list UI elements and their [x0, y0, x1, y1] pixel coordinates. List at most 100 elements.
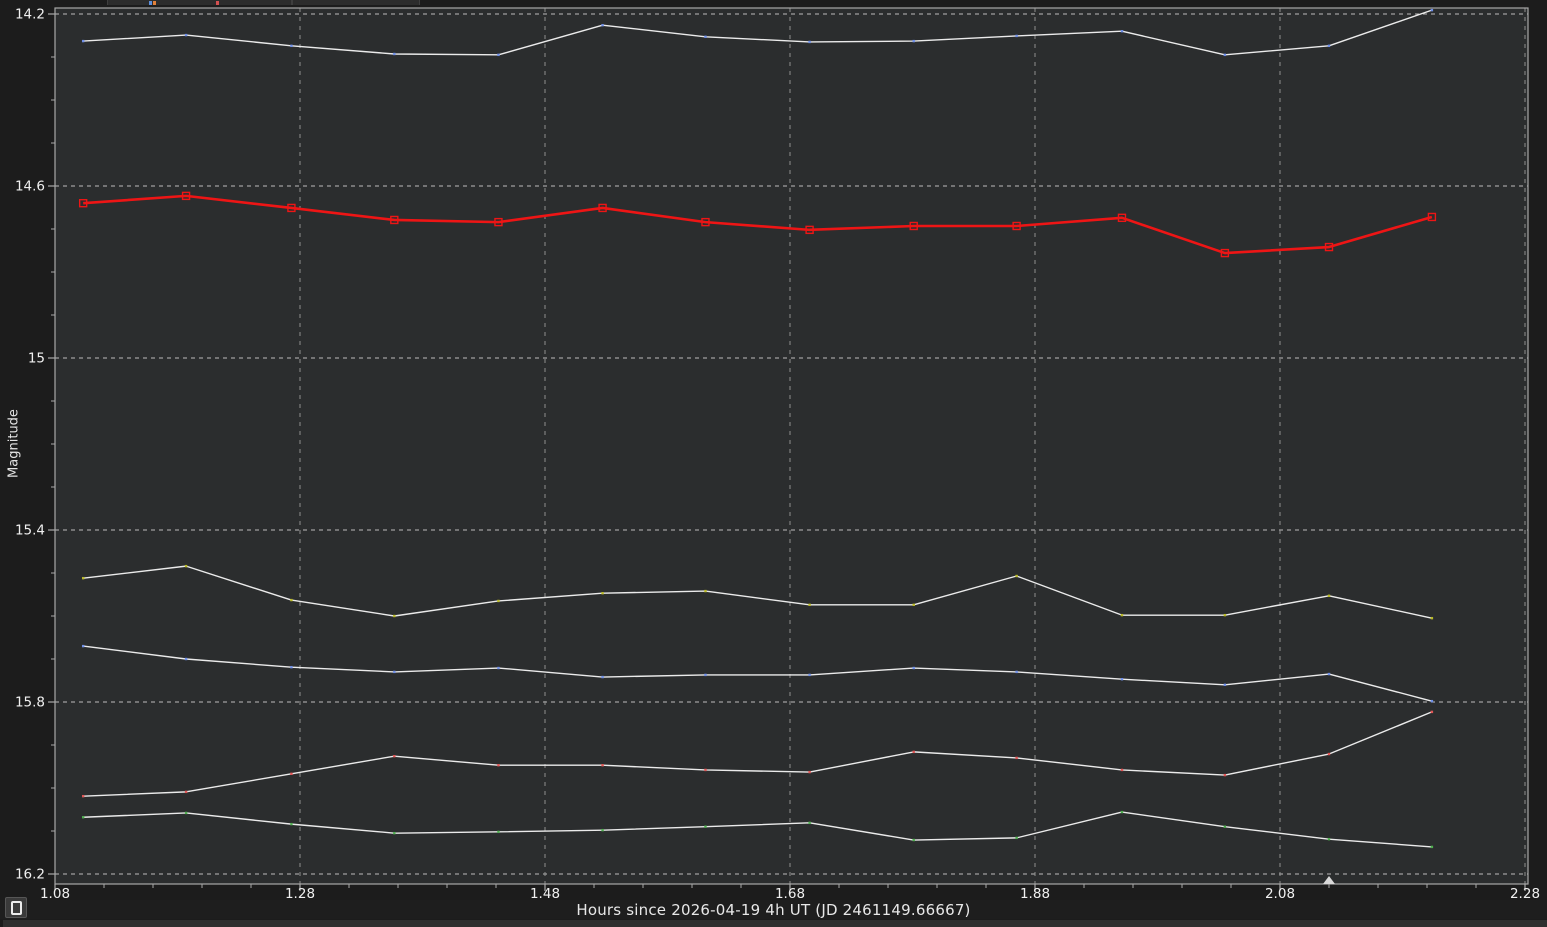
bottom-scrollbar-track[interactable] [3, 920, 1547, 927]
comparison-star-5-data-point [497, 830, 500, 834]
y-tick-label: 16.2 [15, 867, 45, 883]
x-tick-label: 2.08 [1265, 886, 1295, 902]
comparison-star-4-data-point [1223, 773, 1227, 777]
target-star-data-point [181, 191, 191, 201]
comparison-star-4-data-point [290, 772, 293, 776]
comparison-star-1-data-point [393, 52, 396, 56]
target-star-data-point [494, 217, 503, 227]
comparison-star-4-data-point [1120, 768, 1124, 772]
comparison-star-5-data-point [912, 838, 915, 842]
square-icon [10, 900, 22, 915]
comparison-star-1-data-point [1430, 8, 1434, 12]
x-tick-label: 1.68 [775, 886, 805, 902]
comparison-star-3-data-point [1120, 678, 1124, 681]
comparison-star-2-data-point [184, 564, 188, 568]
comparison-star-4-line [83, 711, 1433, 797]
target-star-data-point [1117, 213, 1127, 223]
y-tick-label: 14.2 [15, 7, 45, 23]
target-star-data-point [1324, 242, 1334, 252]
comparison-star-1-data-point [81, 39, 85, 43]
x-tick-label: 1.28 [285, 886, 315, 902]
comparison-star-2-data-point [1120, 613, 1124, 617]
x-tick-label: 2.28 [1510, 886, 1540, 902]
target-star-data-point [78, 198, 88, 208]
comparison-star-5-data-point [290, 822, 293, 826]
comparison-star-4-data-point [1015, 756, 1018, 760]
y-axis-title: Magnitude [6, 409, 22, 478]
comparison-star-1-data-point [290, 44, 293, 48]
comparison-star-4-data-point [912, 750, 915, 754]
comparison-star-5-data-point [81, 816, 85, 819]
comparison-star-5-data-point [704, 825, 707, 828]
y-tick-label: 15.4 [15, 523, 45, 539]
comparison-star-3-data-point [290, 665, 293, 669]
comparison-star-4-data-point [184, 790, 188, 794]
comparison-star-2-data-point [290, 598, 293, 602]
comparison-star-1-data-point [184, 33, 188, 37]
comparison-star-3-data-point [1223, 683, 1227, 686]
comparison-star-2-data-point [808, 603, 811, 607]
comparison-star-4-data-point [393, 754, 396, 758]
comparison-star-2-data-point [393, 614, 396, 618]
comparison-star-2-data-point [81, 576, 85, 580]
target-star-data-point [701, 217, 710, 227]
target-star-line [83, 194, 1433, 255]
plot-area[interactable] [55, 8, 1528, 884]
cropped-blue-icon [149, 1, 152, 5]
comparison-star-5-data-point [1327, 837, 1331, 841]
comparison-star-4-data-point [81, 794, 85, 798]
comparison-star-1-data-point [1120, 30, 1124, 33]
x-tick-label: 1.08 [40, 886, 70, 902]
comparison-star-2-line [83, 565, 1433, 619]
cropped-red-icon [216, 1, 219, 5]
comparison-star-1-data-point [601, 23, 604, 27]
comparison-star-1-data-point [704, 35, 707, 38]
comparison-star-3-data-point [1430, 699, 1434, 703]
target-star-data-point [598, 203, 607, 213]
comparison-star-3-data-point [497, 666, 500, 670]
cropped-panel [107, 0, 292, 5]
target-star-data-point [1220, 248, 1230, 258]
comparison-star-2-data-point [1327, 594, 1331, 597]
comparison-star-2-data-point [1430, 616, 1434, 620]
comparison-star-3-data-point [601, 675, 604, 679]
comparison-star-3-data-point [1327, 672, 1331, 676]
cropped-orange-icon [153, 1, 156, 5]
target-star-data-point [1012, 221, 1021, 231]
target-star-data-point [390, 215, 399, 225]
comparison-star-4-data-point [1327, 752, 1331, 756]
comparison-star-4-data-point [704, 768, 707, 772]
comparison-star-1-data-point [497, 53, 500, 57]
comparison-star-5-data-point [1120, 810, 1124, 814]
comparison-star-4-data-point [1430, 710, 1434, 714]
comparison-star-2-data-point [601, 592, 604, 595]
comparison-star-2-data-point [1223, 613, 1227, 617]
cropped-window-edge [0, 0, 1547, 6]
comparison-star-3-data-point [912, 666, 915, 670]
target-star-data-point [287, 203, 296, 213]
x-axis-position-marker[interactable] [1323, 876, 1335, 884]
comparison-star-5-data-point [808, 821, 811, 825]
target-star-data-point [1427, 212, 1437, 222]
comparison-star-3-data-point [81, 644, 85, 648]
comparison-star-2-data-point [1015, 574, 1018, 578]
comparison-star-5-line [83, 811, 1432, 848]
comparison-star-5-data-point [393, 831, 396, 835]
target-star-data-point [805, 225, 814, 235]
plot-corner-button[interactable] [5, 897, 27, 918]
target-star-data-point [909, 221, 918, 231]
comparison-star-3-data-point [808, 673, 811, 677]
x-tick-label: 1.88 [1020, 886, 1050, 902]
comparison-star-5-data-point [1430, 845, 1434, 849]
comparison-star-3-data-point [704, 673, 707, 677]
y-tick-label: 14.6 [15, 179, 45, 195]
comparison-star-2-data-point [497, 599, 500, 603]
comparison-star-1-data-point [912, 39, 915, 43]
comparison-star-2-data-point [704, 589, 707, 593]
x-axis-title-bar: Hours since 2026-04-19 4h UT (JD 2461149… [0, 900, 1547, 919]
comparison-star-1-data-point [1015, 34, 1018, 38]
comparison-star-2-data-point [912, 603, 915, 607]
comparison-star-5-data-point [184, 811, 188, 815]
